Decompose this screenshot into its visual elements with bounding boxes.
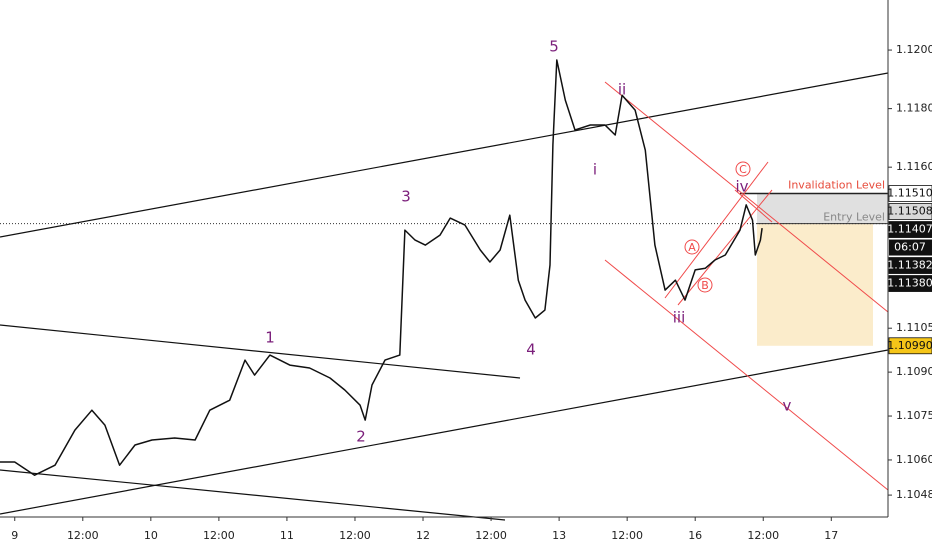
y-tick-label: 1.10600: [896, 453, 932, 466]
price-label: 1.11382: [887, 259, 932, 272]
wave-label: 1: [265, 329, 275, 347]
price-label: 1.10990: [887, 339, 932, 352]
x-tick-label: 10: [144, 529, 158, 542]
x-tick-label: 12:00: [203, 529, 235, 542]
wave-label: 2: [356, 428, 366, 446]
y-tick-label: 1.10480: [896, 488, 932, 501]
x-tick-label: 16: [688, 529, 702, 542]
x-tick-label: 12:00: [339, 529, 371, 542]
y-tick-label: 1.10750: [896, 409, 932, 422]
wave-label: v: [783, 397, 792, 415]
price-label-box: [888, 203, 932, 220]
x-tick-label: 12:00: [611, 529, 643, 542]
red-channel: [734, 189, 773, 223]
red-channel: [604, 259, 889, 491]
wave-label: A: [688, 241, 696, 254]
wave-label: iii: [673, 309, 686, 327]
wave-label: C: [739, 163, 747, 176]
x-tick-label: 13: [552, 529, 566, 542]
price-label-box: [888, 221, 932, 238]
stop-zone: [757, 193, 888, 224]
channel-lower: [0, 349, 889, 515]
wave-label: B: [701, 279, 709, 292]
trend-line: [0, 469, 506, 521]
wave-label: 5: [549, 38, 559, 56]
wave-circle: [697, 277, 713, 293]
trend-line: [0, 324, 521, 379]
price-label-box: [888, 185, 932, 202]
price-label: 1.11510: [887, 187, 932, 200]
wave-label: 3: [401, 188, 411, 206]
price-label: 06:07: [894, 241, 926, 254]
y-tick-label: 1.12000: [896, 43, 932, 56]
x-tick-label: 12: [416, 529, 430, 542]
channel-upper: [0, 72, 889, 238]
target-zone: [757, 223, 873, 346]
trend-lines: [0, 72, 889, 521]
wave-circle: [684, 239, 700, 255]
wave-circle: [735, 161, 751, 177]
x-tick-label: 12:00: [67, 529, 99, 542]
y-tick-label: 1.11800: [896, 102, 932, 115]
x-tick-label: 11: [280, 529, 294, 542]
x-tick-label: 12:00: [475, 529, 507, 542]
red-channel: [677, 189, 773, 306]
price-label: 1.11407: [887, 223, 932, 236]
price-line: [0, 59, 763, 476]
y-tick-label: 1.10900: [896, 365, 932, 378]
x-tick-label: 17: [824, 529, 838, 542]
y-tick-label: 1.11050: [896, 321, 932, 334]
price-label-box: [888, 275, 932, 292]
wave-label: iv: [735, 178, 748, 196]
red-channel: [604, 81, 889, 313]
x-tick-label: 12:00: [747, 529, 779, 542]
price-label-box: [888, 257, 932, 274]
x-tick-label: 9: [11, 529, 18, 542]
price-label: 1.11380: [887, 277, 932, 290]
wave-label: 4: [526, 341, 536, 359]
y-tick-label: 1.11600: [896, 160, 932, 173]
price-label-box: [888, 337, 932, 355]
red-channel: [664, 161, 769, 299]
wave-label: i: [593, 161, 597, 179]
invalidation-label: Invalidation Level: [788, 179, 885, 192]
price-label: 1.11508: [887, 205, 932, 218]
wave-label: ii: [618, 81, 626, 99]
entry-label: Entry Level: [823, 211, 885, 224]
price-label-box: [889, 239, 932, 256]
